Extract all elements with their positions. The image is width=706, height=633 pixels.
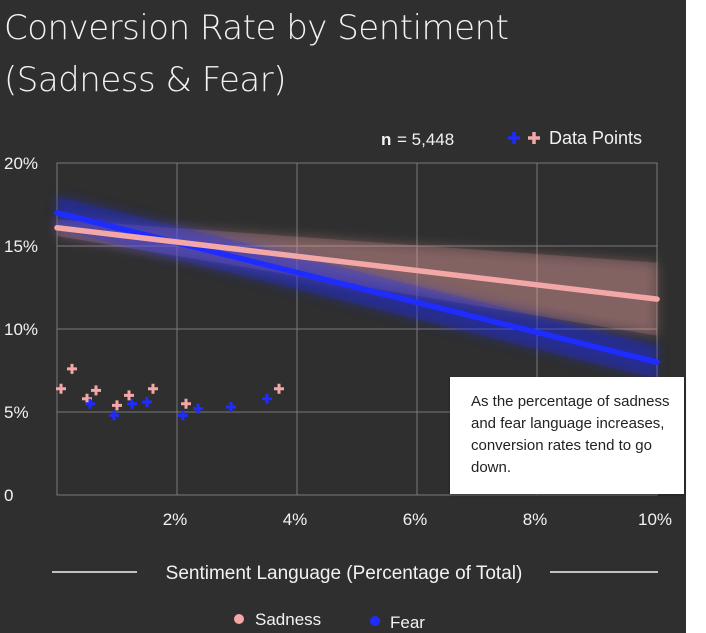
legend-fear-label: Fear [390,613,425,632]
data-point-sadness [56,383,66,394]
y-tick-label: 10% [4,320,38,339]
data-point-fear [142,397,152,408]
y-tick-label: 15% [4,237,38,256]
x-tick-label: 2% [163,510,188,529]
trend-line-sadness [54,224,660,302]
x-tick-label: 10% [638,510,672,529]
x-tick-label: 8% [523,510,548,529]
data-point-fear [85,398,95,409]
y-tick-label: 20% [4,154,38,173]
data-point-fear [178,410,188,421]
data-point-sadness [112,400,122,411]
n-label: n [381,130,391,149]
series-legend: Sadness Fear [234,610,425,632]
scatter-chart: 0 5% 10% 15% 20% 2% 4% 6% 8% 10% n = 5,448 Data P… [4,128,672,632]
data-point-sadness [181,398,191,409]
annotation-box: As the percentage of sadness and fear la… [450,377,684,494]
sadness-plus-icon [528,132,540,144]
chart-title-line-1: Conversion Rate by Sentiment [4,8,509,48]
x-tick-label: 6% [403,510,428,529]
data-point-sadness [124,390,134,401]
data-point-fear [109,410,119,421]
legend-sadness-dot [234,614,244,624]
data-point-sadness [148,383,158,394]
data-points-legend-label: Data Points [549,128,642,148]
legend-fear-dot [370,616,380,626]
data-point-fear [127,398,137,409]
data-points-legend: Data Points [508,128,642,148]
data-point-fear [226,402,236,413]
data-point-sadness [274,383,284,394]
data-point-fear [262,393,272,404]
data-point-fear [193,403,203,414]
x-tick-label: 4% [283,510,308,529]
y-tick-label: 0 [4,486,13,505]
fear-plus-icon [508,132,520,144]
data-point-sadness [91,385,101,396]
chart-title-line-2: (Sadness & Fear) [4,60,286,100]
legend-sadness-label: Sadness [255,610,321,629]
x-axis-label: Sentiment Language (Percentage of Total) [166,563,523,584]
data-point-sadness [67,363,77,374]
y-tick-label: 5% [4,403,29,422]
chart-canvas: Conversion Rate by Sentiment (Sadness & … [0,0,686,633]
n-value: = 5,448 [397,130,454,149]
